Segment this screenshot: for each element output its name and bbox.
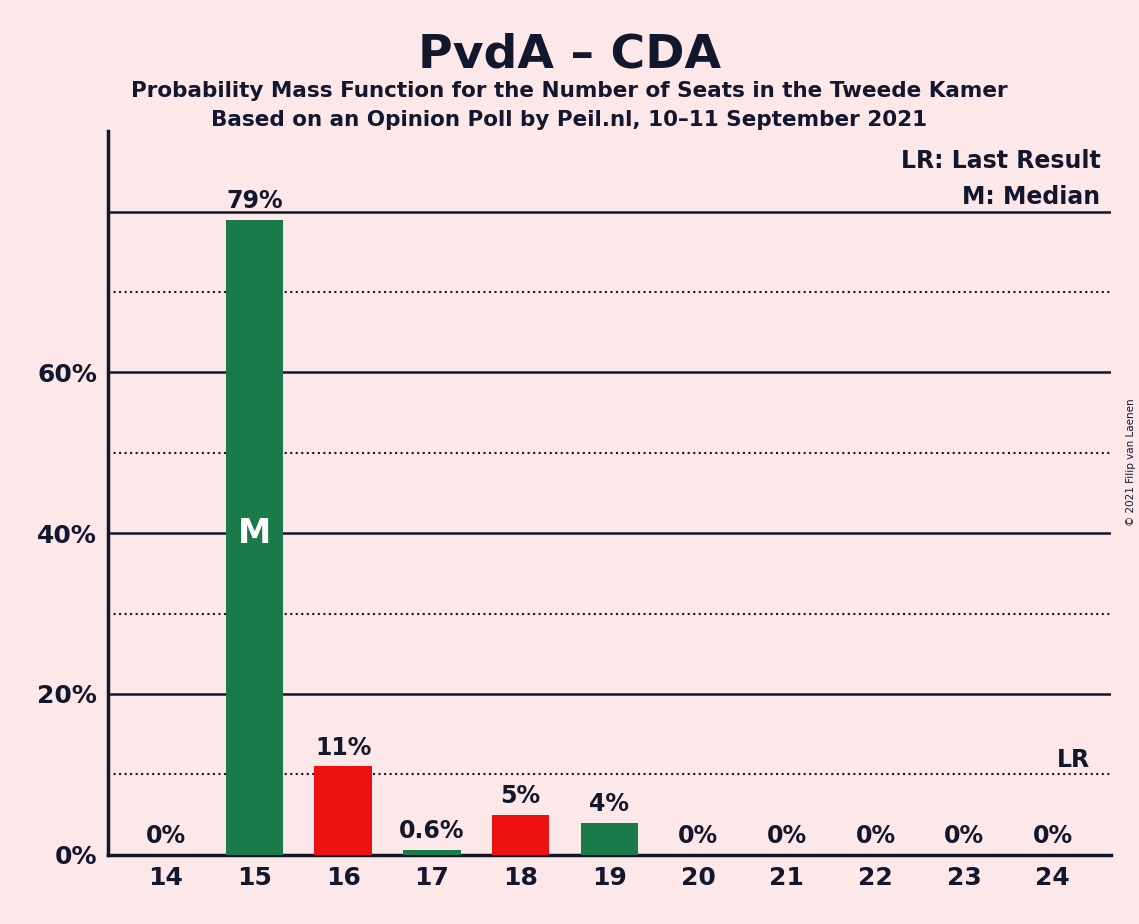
Bar: [403, 850, 461, 855]
Text: 11%: 11%: [316, 736, 371, 760]
Text: M: M: [238, 517, 271, 550]
Text: Probability Mass Function for the Number of Seats in the Tweede Kamer: Probability Mass Function for the Number…: [131, 81, 1008, 102]
Text: 0%: 0%: [146, 824, 186, 848]
Text: PvdA – CDA: PvdA – CDA: [418, 32, 721, 78]
Text: 5%: 5%: [501, 784, 541, 808]
Text: 0%: 0%: [944, 824, 984, 848]
Text: 0%: 0%: [855, 824, 895, 848]
Bar: [581, 822, 638, 855]
Text: M: Median: M: Median: [962, 186, 1100, 210]
Text: LR: LR: [1057, 748, 1090, 772]
Text: 79%: 79%: [227, 189, 282, 213]
Text: LR: Last Result: LR: Last Result: [901, 150, 1100, 174]
Bar: [492, 815, 549, 855]
Text: 0%: 0%: [678, 824, 718, 848]
Bar: [226, 220, 284, 855]
Text: 0.6%: 0.6%: [399, 820, 465, 844]
Text: Based on an Opinion Poll by Peil.nl, 10–11 September 2021: Based on an Opinion Poll by Peil.nl, 10–…: [212, 110, 927, 130]
Text: 4%: 4%: [589, 792, 630, 816]
Bar: [314, 766, 372, 855]
Text: 0%: 0%: [767, 824, 806, 848]
Text: 0%: 0%: [1033, 824, 1073, 848]
Text: © 2021 Filip van Laenen: © 2021 Filip van Laenen: [1126, 398, 1136, 526]
